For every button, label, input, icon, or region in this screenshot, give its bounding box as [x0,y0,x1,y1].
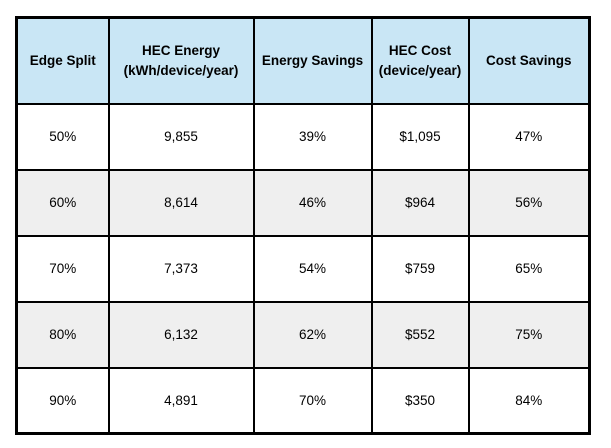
cell-edge-split: 50% [15,102,110,171]
cell-hec-energy: 6,132 [107,300,255,369]
cell-cost-savings: 84% [467,366,591,435]
cell-hec-cost: $759 [370,234,470,303]
column-header-label: Edge Split [29,52,96,68]
table-row: 90% 4,891 70% $350 84% [15,366,591,435]
cell-energy-savings: 62% [252,300,373,369]
cell-hec-energy: 7,373 [107,234,255,303]
cell-edge-split: 70% [15,234,110,303]
column-header-hec-cost: HEC Cost (device/year) [370,16,470,105]
hec-savings-table: Edge Split HEC Energy (kWh/device/year) … [15,16,591,435]
cell-energy-savings: 46% [252,168,373,237]
column-header-label: Energy Savings [261,52,364,68]
cell-edge-split: 60% [15,168,110,237]
cell-hec-cost: $1,095 [370,102,470,171]
cell-hec-energy: 4,891 [107,366,255,435]
cell-energy-savings: 70% [252,366,373,435]
cell-hec-energy: 8,614 [107,168,255,237]
cell-hec-cost: $964 [370,168,470,237]
column-header-sublabel: (device/year) [378,62,462,78]
table-row: 50% 9,855 39% $1,095 47% [15,102,591,171]
column-header-label: HEC Energy [141,43,221,59]
cell-hec-energy: 9,855 [107,102,255,171]
cell-energy-savings: 39% [252,102,373,171]
cell-cost-savings: 47% [467,102,591,171]
table-row: 80% 6,132 62% $552 75% [15,300,591,369]
column-header-edge-split: Edge Split [15,16,110,105]
cell-hec-cost: $350 [370,366,470,435]
column-header-hec-energy: HEC Energy (kWh/device/year) [107,16,255,105]
cell-energy-savings: 54% [252,234,373,303]
cell-cost-savings: 65% [467,234,591,303]
cell-edge-split: 90% [15,366,110,435]
column-header-energy-savings: Energy Savings [252,16,373,105]
cell-cost-savings: 75% [467,300,591,369]
table-header-row: Edge Split HEC Energy (kWh/device/year) … [15,16,591,105]
column-header-label: HEC Cost [388,43,452,59]
table-row: 70% 7,373 54% $759 65% [15,234,591,303]
cell-hec-cost: $552 [370,300,470,369]
table-row: 60% 8,614 46% $964 56% [15,168,591,237]
cell-edge-split: 80% [15,300,110,369]
cell-cost-savings: 56% [467,168,591,237]
column-header-cost-savings: Cost Savings [467,16,591,105]
column-header-sublabel: (kWh/device/year) [123,62,239,78]
column-header-label: Cost Savings [485,52,572,68]
